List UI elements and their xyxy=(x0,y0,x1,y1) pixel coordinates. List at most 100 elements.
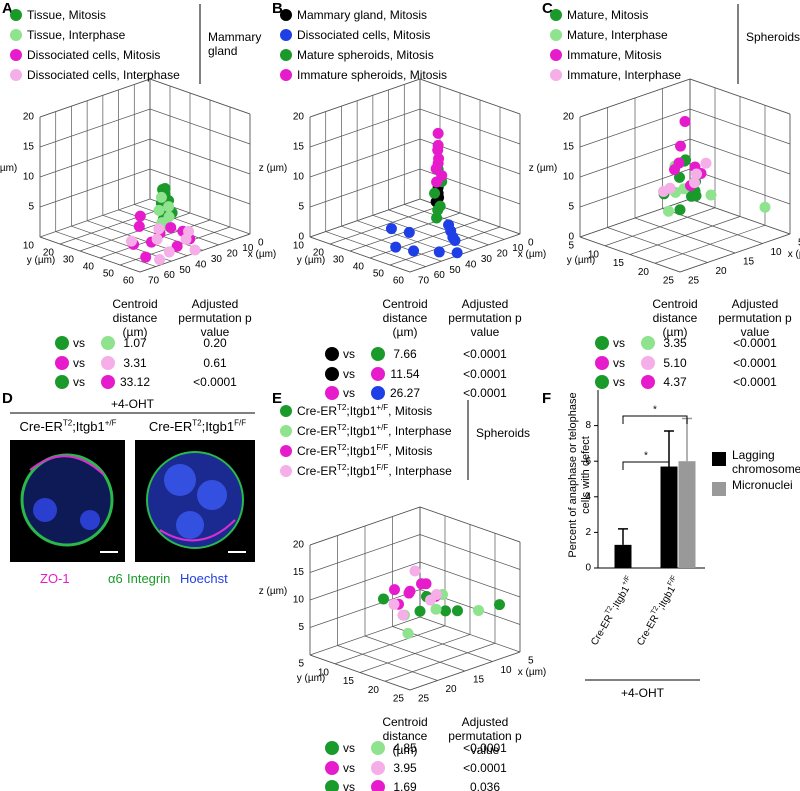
x-tick-label: 20 xyxy=(227,248,239,259)
grid-line xyxy=(388,209,489,246)
x-tick-label: 40 xyxy=(195,259,207,270)
panel-label: B xyxy=(272,0,283,17)
legend-swatch xyxy=(280,29,292,41)
data-point xyxy=(416,578,427,590)
data-point xyxy=(432,144,444,156)
y-tick-label: 5 xyxy=(298,659,304,670)
legend-entry: Tissue, Interphase xyxy=(10,28,125,42)
centroid-distance: 11.54 xyxy=(390,367,420,381)
x-tick-label: 30 xyxy=(211,254,223,265)
grid-line xyxy=(59,205,171,245)
legend-entry: Dissociated cells, Mitosis xyxy=(280,28,430,42)
y-axis-label: y (µm) xyxy=(296,254,326,266)
legend-label: Tissue, Interphase xyxy=(27,28,126,42)
x-tick-label: 10 xyxy=(771,247,783,258)
centroid-distance: 33.12 xyxy=(119,375,151,389)
legend-entry: Mammary gland, Mitosis xyxy=(280,8,427,22)
panel-label: A xyxy=(2,0,13,17)
image-label: Cre-ERT2;Itgb1+/F xyxy=(19,418,117,434)
centroid-distance: 4.37 xyxy=(663,375,687,389)
legend-label: Micronuclei xyxy=(732,478,793,492)
data-point xyxy=(440,605,451,617)
comparison-swatch xyxy=(325,741,339,755)
x-tick-label: 25 xyxy=(688,276,700,287)
z-axis-label: z (µm) xyxy=(258,586,288,597)
legend-label: Dissociated cells, Interphase xyxy=(27,68,180,82)
x-tick-label: 5 xyxy=(798,238,800,249)
comparison-swatch xyxy=(641,375,655,389)
data-point xyxy=(151,233,163,245)
p-value: <0.0001 xyxy=(463,347,507,361)
x-tick-label: 30 xyxy=(481,254,493,265)
grid-line xyxy=(71,225,172,262)
grid-line xyxy=(39,198,151,238)
vs-label: vs xyxy=(343,741,355,755)
data-point xyxy=(189,244,201,256)
data-point xyxy=(134,210,146,222)
data-point xyxy=(705,189,717,201)
nucleus xyxy=(176,511,204,539)
x-tick-label: 10 xyxy=(512,243,524,254)
centroid-distance: 1.69 xyxy=(393,780,417,791)
grid-line xyxy=(39,138,251,178)
stain-label: Hoechst xyxy=(180,571,228,586)
significance-bracket xyxy=(622,415,688,424)
legend-label: Tissue, Mitosis xyxy=(27,8,106,22)
stain-label: α6 xyxy=(108,571,123,586)
data-point xyxy=(691,168,702,180)
centroid-distance: 3.31 xyxy=(123,356,147,370)
data-point xyxy=(663,205,674,217)
y-tick-label: 20 xyxy=(368,685,380,696)
y-tick-label: 0 xyxy=(585,563,591,574)
x-tick-label: 60 xyxy=(164,270,176,281)
legend-label: Immature, Mitosis xyxy=(567,48,662,62)
data-point xyxy=(449,235,461,246)
y-tick-label: 60 xyxy=(393,276,405,287)
grid-line xyxy=(309,589,521,628)
legend-label: Mammary gland, Mitosis xyxy=(297,8,428,22)
table-header: Adjusted permutation p value xyxy=(448,297,522,339)
legend-label: Immature, Interphase xyxy=(567,68,682,82)
data-point xyxy=(700,157,712,169)
legend-swatch xyxy=(280,69,292,81)
legend-title: Mammary gland xyxy=(208,30,262,58)
legend-swatch xyxy=(280,405,292,417)
data-point xyxy=(430,603,442,615)
comparison-swatch xyxy=(371,741,385,755)
nucleus xyxy=(197,480,227,510)
grid-line xyxy=(309,168,521,208)
z-tick-label: 5 xyxy=(298,202,304,213)
data-point xyxy=(674,204,686,216)
y-tick-label: 30 xyxy=(333,255,345,266)
grid-line xyxy=(39,108,251,148)
y-tick-label: 25 xyxy=(663,276,675,287)
data-point xyxy=(388,598,400,610)
x-tick-label: 50 xyxy=(179,265,191,276)
data-point xyxy=(675,140,686,152)
data-point xyxy=(133,220,145,232)
error-bar xyxy=(682,417,692,462)
p-value: <0.0001 xyxy=(193,375,237,389)
grid-line xyxy=(325,231,426,267)
z-tick-label: 5 xyxy=(298,622,304,633)
legend-swatch xyxy=(280,445,292,457)
y-tick-label: 4 xyxy=(585,491,591,502)
x-axis-label: x (µm) xyxy=(787,249,800,260)
bar xyxy=(614,544,632,568)
comparison-swatch xyxy=(55,336,69,350)
centroid-distance: 1.07 xyxy=(123,336,147,350)
treatment-label: +4-OHT xyxy=(620,686,664,700)
x-axis-label: x (µm) xyxy=(517,667,547,678)
legend-swatch xyxy=(280,425,292,437)
x-axis-label: x (µm) xyxy=(247,249,277,260)
legend-swatch xyxy=(550,49,562,61)
data-point xyxy=(414,605,426,617)
p-value: <0.0001 xyxy=(733,356,777,370)
data-point xyxy=(429,187,441,199)
y-tick-label: 30 xyxy=(63,255,75,266)
y-tick-label: 6 xyxy=(585,456,591,467)
legend-entry: Mature spheroids, Mitosis xyxy=(280,48,434,62)
data-point xyxy=(154,253,166,265)
significance-bracket xyxy=(622,461,670,470)
comparison-swatch xyxy=(325,761,339,775)
